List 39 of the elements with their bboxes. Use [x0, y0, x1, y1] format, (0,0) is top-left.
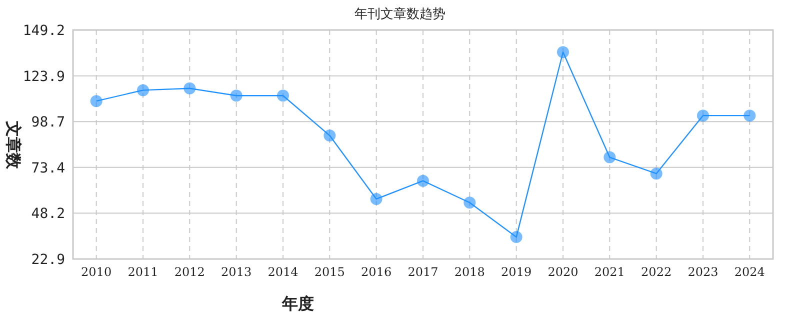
x-tick-label: 2023 [688, 265, 718, 279]
x-tick-label: 2016 [361, 265, 392, 279]
point [464, 196, 476, 209]
x-tick-label: 2011 [128, 265, 158, 279]
point [510, 231, 522, 244]
x-tick-label: 2017 [408, 265, 438, 279]
point [744, 110, 756, 122]
x-tick-label: 2013 [221, 265, 252, 279]
chart-title: 年刊文章数趋势 [354, 6, 446, 21]
y-tick-label: 149.2 [22, 23, 65, 39]
y-tick-label: 73.4 [31, 160, 65, 176]
x-tick-label: 2019 [501, 265, 532, 279]
point [650, 168, 662, 180]
x-tick-label: 2012 [174, 265, 205, 279]
y-axis-title: 文章数 [4, 120, 22, 170]
point [370, 192, 382, 205]
point [277, 90, 289, 102]
y-tick-label: 123.9 [22, 68, 65, 85]
y-tick-label: 48.2 [31, 206, 65, 222]
x-tick-label: 2024 [734, 265, 766, 279]
x-tick-label: 2014 [268, 265, 299, 279]
point [557, 46, 569, 58]
point [324, 130, 336, 142]
x-tick-label: 2018 [454, 265, 485, 279]
x-tick-label: 2022 [641, 265, 672, 279]
point [90, 95, 102, 108]
point [184, 82, 196, 94]
x-tick-label: 2021 [594, 265, 625, 279]
x-tick-label: 2020 [548, 265, 578, 279]
y-tick-label: 22.9 [31, 252, 65, 268]
point [230, 90, 242, 102]
point [417, 174, 429, 187]
x-tick-label: 2015 [314, 265, 345, 279]
x-tick-label: 2010 [81, 265, 112, 279]
x-axis-title: 年度 [281, 294, 314, 313]
y-tick-label: 98.7 [31, 114, 65, 131]
point [604, 151, 616, 164]
point [697, 110, 709, 122]
point [137, 84, 149, 96]
